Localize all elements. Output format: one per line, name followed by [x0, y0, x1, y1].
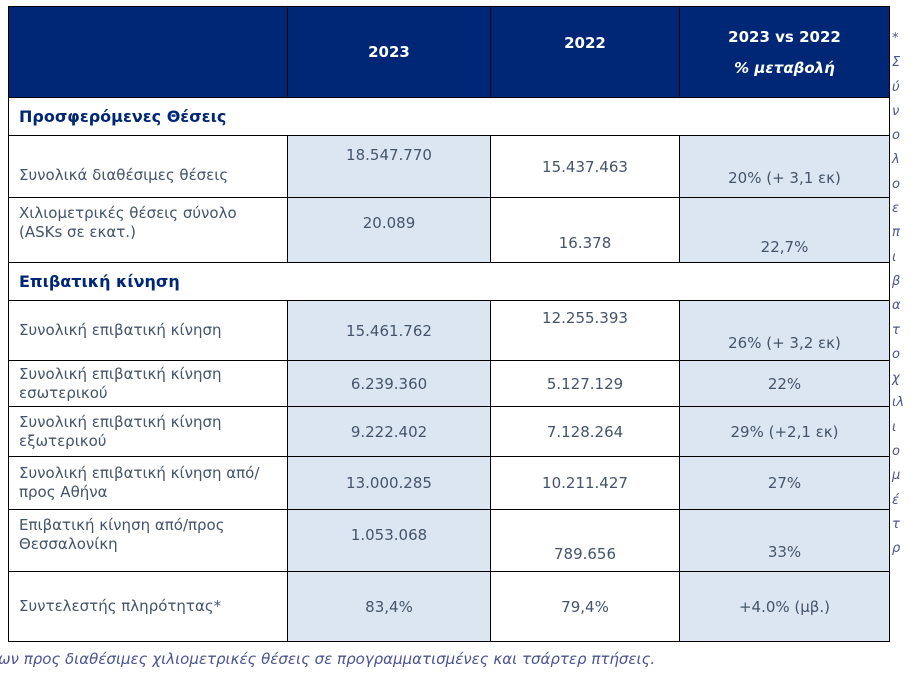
table-row-thessaloniki-traffic: Επιβατική κίνηση από/προς Θεσσαλονίκη 1.… [8, 509, 890, 572]
value-2023: 13.000.285 [287, 456, 491, 510]
value-2023: 20.089 [287, 197, 491, 263]
row-label: Συντελεστής πληρότητας* [8, 571, 288, 642]
value-change: +4.0% (μβ.) [679, 571, 890, 642]
value-change: 33% [679, 509, 890, 572]
value-change: 22,7% [679, 197, 890, 263]
section-title-passenger-traffic: Επιβατική κίνηση [8, 262, 890, 301]
table-row-domestic-traffic: Συνολική επιβατική κίνηση εσωτερικού 6.2… [8, 360, 890, 407]
table-header-row: 2023 2022 2023 vs 2022 % μεταβολή [8, 6, 890, 98]
value-2023: 83,4% [287, 571, 491, 642]
value-change: 20% (+ 3,1 εκ) [679, 135, 890, 198]
row-label: Συνολική επιβατική κίνηση [8, 300, 288, 361]
table-row-total-traffic: Συνολική επιβατική κίνηση 15.461.762 12.… [8, 300, 890, 361]
value-2023: 18.547.770 [287, 135, 491, 198]
table-row-asks: Χιλιομετρικές θέσεις σύνολο (ASKs σε εκα… [8, 197, 890, 263]
value-change: 22% [679, 360, 890, 407]
header-2022: 2022 [490, 6, 680, 98]
value-2023: 9.222.402 [287, 406, 491, 457]
value-change: 27% [679, 456, 890, 510]
value-change: 29% (+2,1 εκ) [679, 406, 890, 457]
header-empty-cell [8, 6, 288, 98]
section-row-passenger-traffic: Επιβατική κίνηση [8, 262, 890, 301]
table-row-load-factor: Συντελεστής πληρότητας* 83,4% 79,4% +4.0… [8, 571, 890, 642]
section-row-offered-seats: Προσφερόμενες Θέσεις [8, 97, 890, 136]
value-2022: 10.211.427 [490, 456, 680, 510]
row-label: Χιλιομετρικές θέσεις σύνολο (ASKs σε εκα… [8, 197, 288, 263]
row-label: Επιβατική κίνηση από/προς Θεσσαλονίκη [8, 509, 288, 572]
footnote: ων προς διαθέσιμες χιλιομετρικές θέσεις … [0, 650, 656, 668]
value-change: 26% (+ 3,2 εκ) [679, 300, 890, 361]
value-2022: 15.437.463 [490, 135, 680, 198]
value-2022: 5.127.129 [490, 360, 680, 407]
row-label: Συνολική επιβατική κίνηση εσωτερικού [8, 360, 288, 407]
table-row-athens-traffic: Συνολική επιβατική κίνηση από/ προς Αθήν… [8, 456, 890, 510]
value-2023: 1.053.068 [287, 509, 491, 572]
row-label: Συνολικά διαθέσιμες θέσεις [8, 135, 288, 198]
header-2023-label: 2023 [368, 43, 410, 61]
value-2022: 79,4% [490, 571, 680, 642]
traffic-stats-table: 2023 2022 2023 vs 2022 % μεταβολή Προσφε… [8, 6, 890, 642]
row-label: Συνολική επιβατική κίνηση από/ προς Αθήν… [8, 456, 288, 510]
header-change: 2023 vs 2022 % μεταβολή [679, 6, 890, 98]
table-row-international-traffic: Συνολική επιβατική κίνηση εξωτερικού 9.2… [8, 406, 890, 457]
header-change-title: 2023 vs 2022 [728, 27, 841, 46]
row-label: Συνολική επιβατική κίνηση εξωτερικού [8, 406, 288, 457]
value-2022: 7.128.264 [490, 406, 680, 457]
value-2023: 6.239.360 [287, 360, 491, 407]
value-2022: 789.656 [490, 509, 680, 572]
value-2022: 16.378 [490, 197, 680, 263]
side-note-vertical: * Σ ύ ν ο λ ο ε π ι β α τ ο χ ιλ ι ο μ έ… [892, 31, 905, 557]
value-2022: 12.255.393 [490, 300, 680, 361]
section-title-offered-seats: Προσφερόμενες Θέσεις [8, 97, 890, 136]
table-row-available-seats: Συνολικά διαθέσιμες θέσεις 18.547.770 15… [8, 135, 890, 198]
header-2023: 2023 [287, 6, 491, 98]
header-change-subtitle: % μεταβολή [734, 58, 835, 77]
value-2023: 15.461.762 [287, 300, 491, 361]
header-2022-label: 2022 [564, 34, 606, 52]
